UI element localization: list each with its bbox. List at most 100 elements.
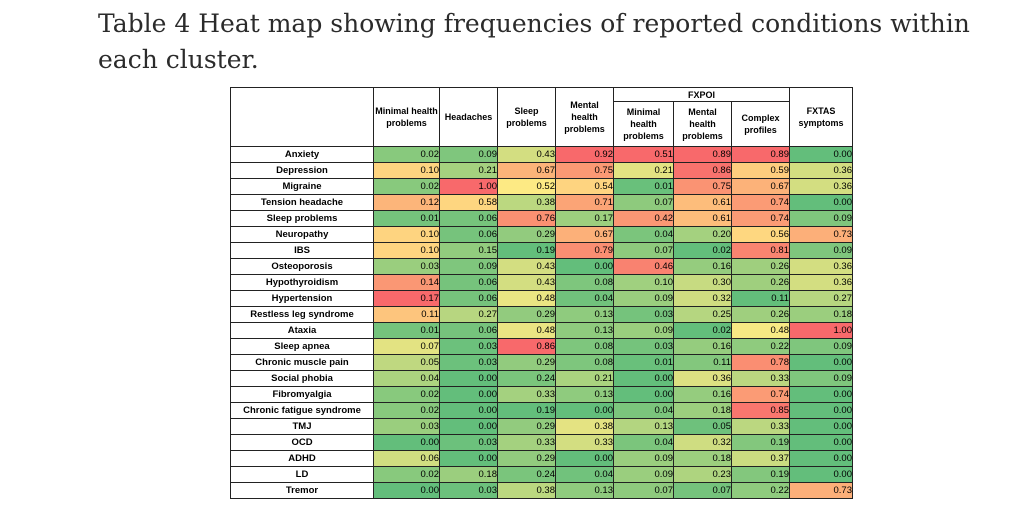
heat-cell: 0.17	[555, 210, 614, 227]
heat-cell: 0.13	[613, 418, 674, 435]
heat-cell: 0.13	[555, 482, 614, 499]
heat-cell: 0.03	[373, 418, 440, 435]
heat-cell: 0.09	[789, 210, 853, 227]
heat-cell: 0.00	[789, 402, 853, 419]
heat-cell: 0.56	[731, 226, 790, 243]
heat-cell: 0.21	[613, 162, 674, 179]
heat-cell: 0.26	[731, 258, 790, 275]
heat-cell: 0.15	[439, 242, 498, 259]
row-label: Migraine	[230, 178, 374, 195]
heat-cell: 0.74	[731, 386, 790, 403]
heat-cell: 0.06	[439, 290, 498, 307]
heat-cell: 0.43	[497, 146, 556, 163]
row-label: Anxiety	[230, 146, 374, 163]
heat-cell: 0.06	[439, 274, 498, 291]
heat-cell: 0.07	[613, 194, 674, 211]
row-label: IBS	[230, 242, 374, 259]
heat-cell: 0.04	[555, 290, 614, 307]
heat-cell: 0.29	[497, 354, 556, 371]
heat-cell: 0.03	[439, 482, 498, 499]
heat-cell: 0.00	[789, 386, 853, 403]
heat-cell: 0.78	[731, 354, 790, 371]
col-header-fxpoi-mental-health-problems: Mental health problems	[673, 101, 732, 147]
table-row: Migraine 0.02 1.00 0.52 0.54 0.01 0.75 0.67 0.36	[230, 178, 853, 195]
heat-cell: 0.18	[673, 450, 732, 467]
heat-cell: 0.92	[555, 146, 614, 163]
row-label: Social phobia	[230, 370, 374, 387]
heat-cell: 0.36	[789, 178, 853, 195]
row-label: Neuropathy	[230, 226, 374, 243]
heat-cell: 0.12	[373, 194, 440, 211]
table-row: Hypertension 0.17 0.06 0.48 0.04 0.09 0.32 0.11…	[230, 290, 853, 307]
table-row: Depression 0.10 0.21 0.67 0.75 0.21 0.86 0.59 0.…	[230, 162, 853, 179]
heat-cell: 0.48	[731, 322, 790, 339]
heat-cell: 0.33	[555, 434, 614, 451]
heat-cell: 0.00	[789, 466, 853, 483]
heat-cell: 0.16	[673, 338, 732, 355]
heat-cell: 0.18	[439, 466, 498, 483]
heat-cell: 0.06	[439, 322, 498, 339]
heat-cell: 0.23	[673, 466, 732, 483]
heat-cell: 0.04	[613, 226, 674, 243]
heat-cell: 0.30	[673, 274, 732, 291]
row-label: Tension headache	[230, 194, 374, 211]
heat-cell: 0.08	[555, 354, 614, 371]
col-header-fxtas-symptoms: FXTAS symptoms	[789, 87, 853, 147]
heat-cell: 0.19	[731, 466, 790, 483]
heat-cell: 0.03	[613, 338, 674, 355]
table-row: Chronic muscle pain 0.05 0.03 0.29 0.08 0.01 0…	[230, 354, 853, 371]
heat-cell: 0.24	[497, 466, 556, 483]
heat-cell: 0.14	[373, 274, 440, 291]
heat-cell: 0.08	[555, 338, 614, 355]
heat-cell: 0.86	[497, 338, 556, 355]
heat-cell: 0.02	[373, 466, 440, 483]
heat-cell: 0.29	[497, 306, 556, 323]
heat-cell: 0.54	[555, 178, 614, 195]
heat-cell: 0.32	[673, 290, 732, 307]
row-label: OCD	[230, 434, 374, 451]
row-label: Fibromyalgia	[230, 386, 374, 403]
table-row: Anxiety 0.02 0.09 0.43 0.92 0.51 0.89 0.89 0.00	[230, 146, 853, 163]
heat-cell: 0.38	[497, 482, 556, 499]
col-header-fxpoi-complex-profiles: Complex profiles	[731, 101, 790, 147]
heat-cell: 0.89	[673, 146, 732, 163]
heat-cell: 0.10	[373, 162, 440, 179]
heat-cell: 0.13	[555, 306, 614, 323]
heat-cell: 0.01	[373, 322, 440, 339]
heat-cell: 0.00	[439, 386, 498, 403]
heat-cell: 0.21	[439, 162, 498, 179]
heat-cell: 0.24	[497, 370, 556, 387]
heat-cell: 0.02	[373, 386, 440, 403]
heat-cell: 0.27	[439, 306, 498, 323]
heat-cell: 0.59	[731, 162, 790, 179]
heat-cell: 0.04	[613, 402, 674, 419]
heat-cell: 0.29	[497, 226, 556, 243]
heat-cell: 0.00	[613, 370, 674, 387]
table-row: Social phobia 0.04 0.00 0.24 0.21 0.00 0.36 0.3…	[230, 370, 853, 387]
heat-cell: 0.06	[373, 450, 440, 467]
row-label: Ataxia	[230, 322, 374, 339]
heat-cell: 0.13	[555, 386, 614, 403]
heat-cell: 0.09	[613, 450, 674, 467]
heat-cell: 0.81	[731, 242, 790, 259]
heat-cell: 0.05	[673, 418, 732, 435]
heat-cell: 0.03	[439, 338, 498, 355]
heat-cell: 0.73	[789, 482, 853, 499]
table-row: Chronic fatigue syndrome 0.02 0.00 0.19 0.00…	[230, 402, 853, 419]
heat-cell: 0.08	[555, 274, 614, 291]
heat-cell: 0.58	[439, 194, 498, 211]
heat-cell: 0.19	[731, 434, 790, 451]
heat-cell: 0.06	[439, 226, 498, 243]
heat-cell: 0.26	[731, 274, 790, 291]
heat-cell: 0.00	[789, 146, 853, 163]
heat-cell: 0.61	[673, 194, 732, 211]
heat-cell: 0.33	[731, 370, 790, 387]
heat-cell: 0.01	[613, 354, 674, 371]
col-header-headaches: Headaches	[439, 87, 498, 147]
heat-cell: 0.09	[789, 370, 853, 387]
col-header-sleep-problems: Sleep problems	[497, 87, 556, 147]
row-label: Sleep apnea	[230, 338, 374, 355]
heat-cell: 0.33	[731, 418, 790, 435]
table-row: Hypothyroidism 0.14 0.06 0.43 0.08 0.10 0.30 0.…	[230, 274, 853, 291]
heat-cell: 0.26	[731, 306, 790, 323]
